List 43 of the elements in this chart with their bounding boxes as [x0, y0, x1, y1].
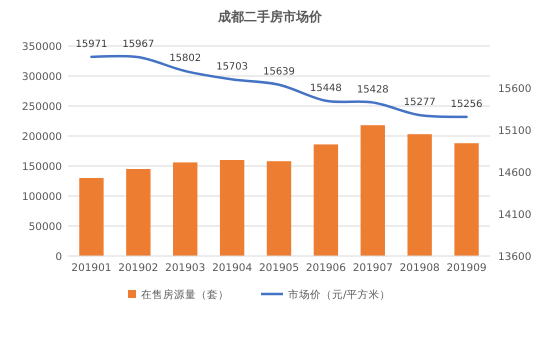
bar	[454, 143, 479, 256]
bar	[314, 144, 338, 256]
x-tick-label: 201908	[400, 262, 440, 274]
bar	[79, 178, 104, 256]
data-label: 15277	[404, 97, 436, 108]
data-label: 15256	[450, 98, 482, 110]
x-tick-label: 201905	[258, 262, 300, 274]
y-tick-label: 0	[55, 251, 62, 263]
y2-tick-label: 14600	[498, 167, 532, 179]
data-label: 15703	[216, 61, 248, 72]
bar	[360, 125, 385, 256]
data-label: 15639	[263, 66, 295, 78]
bar	[126, 169, 151, 256]
x-tick-label: 201903	[165, 262, 206, 274]
y-tick-label: 200000	[22, 131, 62, 143]
y2-tick-label: 14100	[498, 209, 532, 221]
bar	[407, 134, 432, 256]
y2-tick-label: 13600	[498, 251, 532, 263]
y-tick-label: 100000	[22, 191, 62, 203]
bar	[220, 160, 244, 256]
x-tick-label: 201901	[71, 262, 112, 274]
data-label: 15802	[169, 53, 202, 64]
y-tick-label: 250000	[22, 101, 62, 113]
x-tick-label: 201904	[212, 262, 252, 274]
chart-title: 成都二手房市场价	[217, 9, 323, 25]
y-tick-label: 300000	[22, 71, 62, 83]
legend-label: 在售房源量（套）	[141, 288, 229, 301]
x-tick-label: 201909	[446, 262, 487, 274]
data-label: 15448	[310, 82, 342, 94]
bar	[173, 162, 198, 256]
x-tick-label: 201906	[306, 262, 346, 274]
y2-tick-label: 15600	[498, 83, 532, 95]
data-label: 15967	[122, 39, 154, 50]
data-label: 15428	[356, 84, 389, 96]
x-tick-label: 201902	[118, 262, 158, 274]
legend-label: 市场价（元/平方米）	[288, 288, 391, 301]
bar	[266, 161, 292, 256]
data-label: 15971	[76, 38, 108, 50]
y2-tick-label: 15100	[498, 125, 532, 137]
y-tick-label: 50000	[28, 221, 62, 233]
y-tick-label: 150000	[22, 161, 62, 173]
y-tick-label: 350000	[22, 41, 62, 53]
x-tick-label: 201907	[352, 262, 393, 274]
